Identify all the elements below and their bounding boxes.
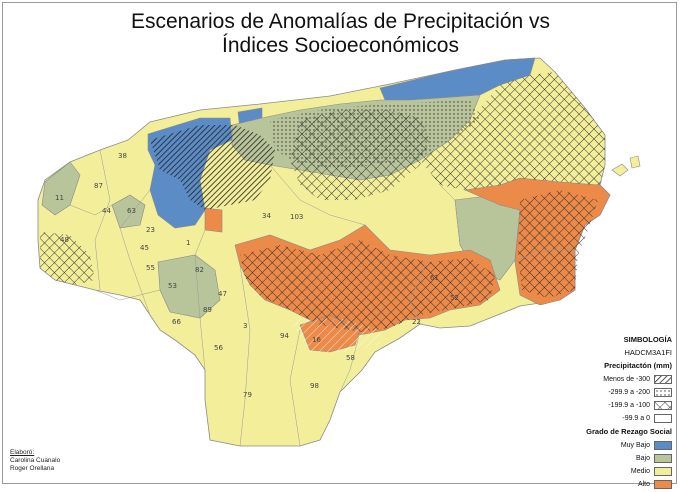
region-bajo-west-2	[111, 194, 146, 229]
credits-label: Elaboró:	[10, 449, 35, 456]
mun-label: 94	[280, 332, 289, 340]
mun-label: 89	[203, 306, 212, 314]
medio-swatch	[654, 467, 672, 476]
map-title-line-1: Escenarios de Anomalías de Precipitación…	[130, 10, 551, 33]
legend-precip-row-4: -99.9 a 0	[560, 413, 672, 424]
legend-social-label: Medio	[630, 468, 650, 475]
mun-label: 22	[412, 318, 421, 326]
empty-swatch	[654, 414, 672, 423]
map-frame	[2, 2, 677, 484]
legend-social-label: Bajo	[635, 455, 650, 462]
legend-precip-row-1: Menos de -300	[560, 374, 672, 385]
mun-label: 45	[140, 244, 149, 252]
crosshatch-swatch	[654, 401, 672, 410]
mun-label: 16	[312, 336, 321, 344]
region-alto-west-small	[204, 207, 223, 233]
precip-light-hatch	[290, 318, 380, 352]
legend-precip-label: -299.9 a -200	[608, 389, 650, 396]
dots-swatch	[654, 388, 672, 397]
legend-precip-row-2: -299.9 a -200	[560, 387, 672, 398]
legend-social-row-2: Bajo	[560, 453, 672, 464]
mun-label: 55	[146, 264, 155, 272]
precip-dots	[270, 100, 480, 168]
legend-social-row-1: Muy Bajo	[560, 440, 672, 451]
island-2	[629, 155, 641, 169]
mun-label: 82	[195, 266, 204, 274]
mun-label: 34	[262, 212, 271, 220]
mun-label: 63	[127, 207, 136, 215]
mun-label: 56	[214, 344, 223, 352]
map-title-line-2: Índices Socioeconómicos	[222, 34, 459, 57]
mun-label: 11	[55, 194, 64, 202]
mun-label: 3	[243, 322, 247, 330]
legend-social-label: Alto	[637, 481, 650, 488]
legend-social-title: Grado de Rezago Social	[586, 427, 672, 436]
legend-precip-title: Precipitactón (mm)	[604, 361, 672, 370]
legend-precip-row-3: -199.9 a -100	[560, 400, 672, 411]
mun-label: 79	[243, 391, 252, 399]
legend-precip-label: -99.9 a 0	[622, 415, 650, 422]
mun-label: 103	[290, 213, 303, 221]
region-bajo-center	[157, 254, 221, 319]
precip-cross-southeast	[518, 190, 598, 298]
legend-precip-label: Menos de -300	[603, 376, 650, 383]
island-1	[611, 163, 629, 177]
mun-label: 66	[172, 318, 181, 326]
hatch-dense-swatch	[654, 375, 672, 384]
legend-precip-label: -199.9 a -100	[608, 402, 650, 409]
mun-label: 48	[60, 236, 69, 244]
credits: Elaboró: Carolina Cuanalo Roger Orellana	[10, 449, 60, 473]
mun-label: 1	[186, 239, 190, 247]
mun-label: 53	[168, 282, 177, 290]
mun-label: 87	[94, 182, 103, 190]
legend-model: HADCM3A1FI	[624, 348, 672, 357]
municipal-borders	[69, 149, 575, 447]
mun-label: 52	[450, 294, 459, 302]
mun-label: 47	[218, 290, 227, 298]
precip-cross-west	[40, 232, 95, 285]
mun-label: 44	[102, 207, 111, 215]
mun-label: 58	[346, 354, 355, 362]
municipality-labels: 38 87 11 44 48 63 23 45 1 55 53 82 47 89…	[55, 152, 459, 399]
mun-label: 38	[118, 152, 127, 160]
mun-label: 61	[430, 274, 439, 282]
muy-bajo-swatch	[654, 441, 672, 450]
legend-social-row-4: Alto	[560, 479, 672, 490]
legend-title: SIMBOLOGÍA	[623, 335, 672, 344]
credits-author-2: Roger Orellana	[10, 465, 55, 472]
mun-label: 98	[310, 382, 319, 390]
legend-social-row-3: Medio	[560, 466, 672, 477]
mun-label: 23	[146, 226, 155, 234]
precip-cross-east	[420, 72, 605, 190]
bajo-swatch	[654, 454, 672, 463]
precip-cross-center	[240, 240, 495, 332]
credits-author-1: Carolina Cuanalo	[10, 457, 61, 464]
legend: SIMBOLOGÍA HADCM3A1FI Precipitactón (mm)…	[560, 335, 672, 492]
precip-dense-hatch	[150, 125, 275, 210]
legend-social-label: Muy Bajo	[620, 442, 650, 449]
